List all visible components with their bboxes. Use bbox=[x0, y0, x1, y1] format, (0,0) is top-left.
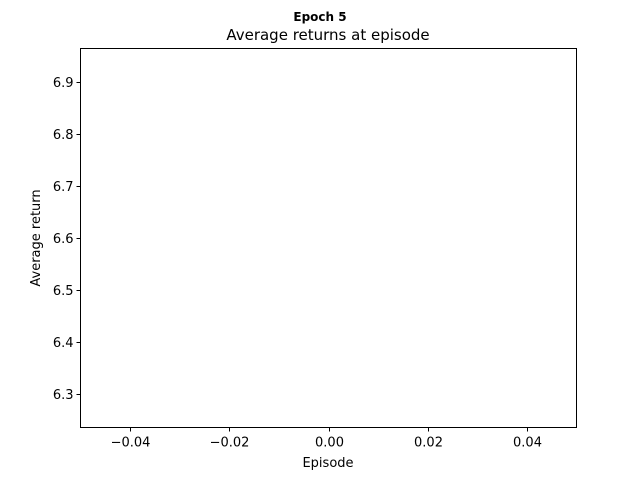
y-axis-label: Average return bbox=[29, 189, 44, 286]
y-tick-label: 6.8 bbox=[53, 128, 74, 143]
y-tick-label: 6.5 bbox=[53, 284, 74, 299]
y-tick-label: 6.9 bbox=[53, 76, 74, 91]
y-tick-label: 6.6 bbox=[53, 232, 74, 247]
x-tick-label: 0.00 bbox=[315, 436, 344, 451]
x-axis-label: Episode bbox=[302, 456, 353, 471]
x-axis-ticks: −0.04 −0.02 0.00 0.02 0.04 bbox=[111, 427, 542, 451]
x-tick-label: −0.02 bbox=[210, 436, 250, 451]
x-tick-label: 0.04 bbox=[513, 436, 542, 451]
chart-title: Average returns at episode bbox=[226, 26, 429, 44]
chart-suptitle: Epoch 5 bbox=[293, 10, 346, 24]
y-tick-label: 6.4 bbox=[53, 336, 74, 351]
y-axis-ticks: 6.3 6.4 6.5 6.6 6.7 6.8 6.9 bbox=[53, 76, 81, 403]
y-tick-label: 6.3 bbox=[53, 388, 74, 403]
plot-area-frame bbox=[80, 48, 577, 428]
x-tick-label: −0.04 bbox=[111, 436, 151, 451]
x-tick-label: 0.02 bbox=[414, 436, 443, 451]
y-tick-label: 6.7 bbox=[53, 180, 74, 195]
